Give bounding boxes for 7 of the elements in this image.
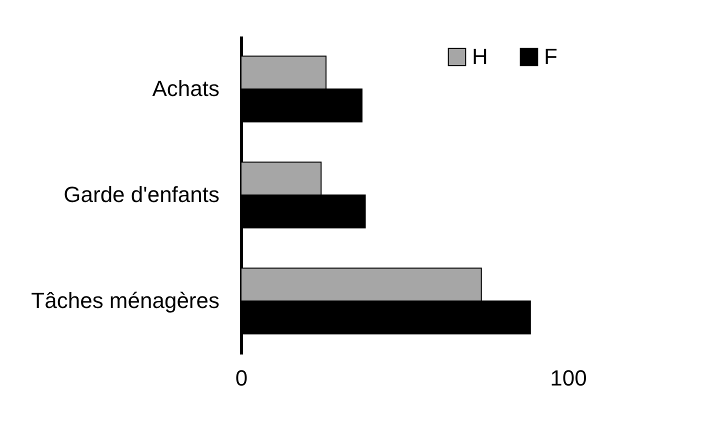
y-tick-label: Garde d'enfants bbox=[64, 182, 220, 207]
x-tick-label: 0 bbox=[235, 366, 248, 390]
legend-label: F bbox=[544, 44, 558, 69]
y-tick-label: Tâches ménagères bbox=[31, 288, 220, 313]
legend-label: H bbox=[472, 44, 488, 69]
y-tick-label: Achats bbox=[152, 76, 220, 101]
x-tick-label: 100 bbox=[550, 366, 587, 390]
